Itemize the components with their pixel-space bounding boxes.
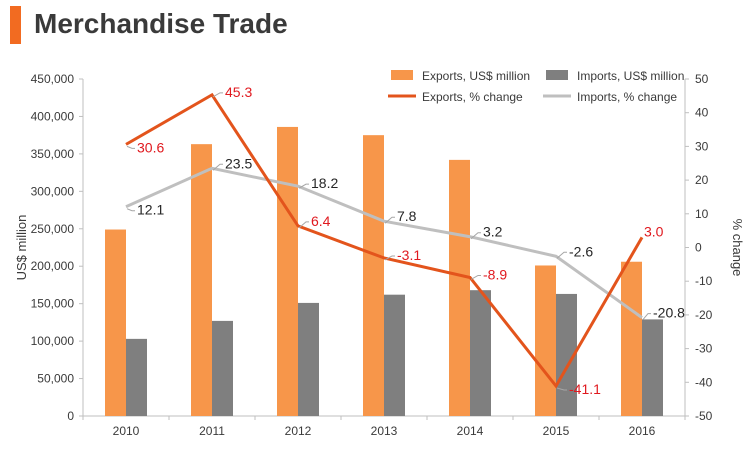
- right-tick-label: -50: [695, 409, 713, 423]
- data-label-exports-change: -8.9: [483, 266, 507, 282]
- label-leader-line: [556, 387, 567, 391]
- legend-label-imports-us-million: Imports, US$ million: [577, 69, 684, 83]
- chart-legend: Exports, US$ million Imports, US$ million…: [388, 69, 684, 104]
- line-exports-change: [125, 92, 644, 389]
- right-tick-label: -40: [695, 375, 713, 389]
- left-tick-label: 350,000: [31, 147, 75, 161]
- right-tick-label: 30: [695, 139, 709, 153]
- label-leader-line: [556, 251, 567, 259]
- bar-exports-us-million-2015: [535, 265, 556, 416]
- bar-imports-us-million-2011: [212, 320, 233, 416]
- data-label-imports-change: 3.2: [483, 224, 503, 240]
- data-label-imports-change: 12.1: [137, 202, 164, 218]
- bar-series: [105, 126, 663, 417]
- right-tick-label: -30: [695, 342, 713, 356]
- title-accent-bar: [10, 6, 21, 44]
- label-leader-line: [126, 145, 135, 149]
- left-tick-label: 100,000: [31, 334, 75, 348]
- line-series: [125, 92, 644, 389]
- data-label-imports-change: 23.5: [225, 155, 252, 171]
- label-leader-line: [384, 255, 395, 261]
- data-label-exports-change: 6.4: [311, 213, 331, 229]
- data-label-imports-change: 18.2: [311, 175, 338, 191]
- line-imports-change: [125, 166, 643, 319]
- data-label-exports-change: 3.0: [644, 223, 664, 239]
- left-tick-label: 0: [67, 409, 74, 423]
- bar-imports-us-million-2013: [384, 294, 405, 416]
- bar-exports-us-million-2010: [105, 229, 126, 416]
- label-leader-line: [126, 208, 135, 212]
- data-label-imports-change: -20.8: [653, 305, 685, 321]
- right-tick-label: -10: [695, 274, 713, 288]
- label-leader-line: [212, 92, 223, 98]
- right-tick-label: 0: [695, 241, 702, 255]
- page-title: Merchandise Trade: [34, 8, 288, 39]
- label-leader-line: [642, 313, 651, 320]
- bar-imports-us-million-2015: [556, 293, 577, 416]
- legend-label-exports-us-million: Exports, US$ million: [422, 69, 530, 83]
- label-leader-line: [298, 183, 309, 189]
- data-label-exports-change: 30.6: [137, 139, 164, 155]
- right-tick-label: 50: [695, 72, 709, 86]
- bar-exports-us-million-2011: [191, 144, 212, 417]
- x-tick-label: 2012: [285, 424, 312, 438]
- label-leader-line: [212, 163, 223, 171]
- bar-exports-us-million-2014: [449, 159, 470, 416]
- x-tick-label: 2015: [543, 424, 570, 438]
- right-tick-label: 40: [695, 106, 709, 120]
- y2-axis-title: % change: [730, 219, 745, 277]
- left-tick-label: 150,000: [31, 297, 75, 311]
- x-tick-label: 2010: [113, 424, 140, 438]
- bar-exports-us-million-2013: [363, 135, 384, 416]
- label-leader-line: [384, 216, 395, 224]
- label-leader-line: [470, 274, 481, 280]
- right-tick-label: -20: [695, 308, 713, 322]
- bar-imports-us-million-2016: [642, 319, 663, 416]
- left-tick-label: 300,000: [31, 184, 75, 198]
- data-labels: 30.6 45.3 6.4 -3.1 -8.9 -41.1 3.0 12.1 23.5 18.2 7…: [126, 84, 685, 397]
- right-tick-label: 10: [695, 207, 709, 221]
- legend-label-imports-change: Imports, % change: [577, 90, 677, 104]
- legend-label-exports-change: Exports, % change: [422, 90, 523, 104]
- bar-imports-us-million-2012: [298, 302, 319, 416]
- y-axis-title: US$ million: [14, 215, 29, 281]
- x-tick-label: 2014: [457, 424, 484, 438]
- label-leader-line: [470, 232, 481, 240]
- legend-swatch-imports-us-million: [546, 70, 568, 80]
- x-tick-label: 2016: [629, 424, 656, 438]
- legend-swatch-exports-us-million: [391, 70, 413, 80]
- bar-imports-us-million-2010: [126, 338, 147, 416]
- left-tick-label: 450,000: [31, 72, 75, 86]
- bar-exports-us-million-2016: [621, 261, 642, 416]
- left-tick-label: 200,000: [31, 259, 75, 273]
- label-leader-line: [298, 221, 309, 229]
- data-label-exports-change: -3.1: [397, 247, 421, 263]
- chart-axes: 0 50,000 100,000 150,000 200,000 250,000 300,0…: [14, 72, 745, 438]
- left-tick-label: 50,000: [37, 372, 74, 386]
- data-label-exports-change: 45.3: [225, 84, 252, 100]
- left-tick-label: 250,000: [31, 222, 75, 236]
- bar-imports-us-million-2014: [470, 290, 491, 416]
- left-tick-label: 400,000: [31, 109, 75, 123]
- x-tick-label: 2013: [371, 424, 398, 438]
- data-label-imports-change: -2.6: [569, 243, 593, 259]
- data-label-imports-change: 7.8: [397, 208, 417, 224]
- data-label-exports-change: -41.1: [569, 381, 601, 397]
- right-tick-label: 20: [695, 173, 709, 187]
- x-tick-label: 2011: [199, 424, 225, 438]
- bar-exports-us-million-2012: [277, 126, 298, 416]
